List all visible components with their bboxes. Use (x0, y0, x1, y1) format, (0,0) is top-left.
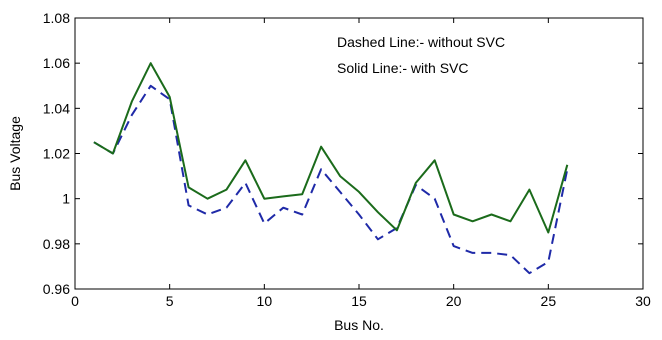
x-tick-label: 5 (166, 293, 174, 309)
plot-frame (75, 18, 643, 289)
x-tick-label: 20 (446, 293, 462, 309)
x-tick-label: 15 (351, 293, 367, 309)
x-tick-label: 25 (541, 293, 557, 309)
axes-layer (75, 18, 643, 289)
series-layer (94, 63, 567, 273)
y-tick-label: 1.04 (43, 100, 70, 116)
x-tick-label: 0 (71, 293, 79, 309)
y-tick-label: 1.08 (43, 10, 70, 26)
x-tick-label: 10 (257, 293, 273, 309)
annotation-text: Dashed Line:- without SVC (337, 34, 505, 50)
y-tick-label: 0.96 (43, 281, 70, 297)
y-tick-label: 0.98 (43, 236, 70, 252)
solid-series-line (94, 63, 567, 232)
y-tick-label: 1.02 (43, 146, 70, 162)
dashed-series-line (94, 86, 567, 273)
annotation-text: Solid Line:- with SVC (337, 60, 469, 76)
y-axis-label: Bus Voltage (7, 116, 23, 191)
y-tick-label: 1.06 (43, 55, 70, 71)
y-tick-label: 1 (62, 191, 70, 207)
x-axis-label: Bus No. (334, 317, 384, 333)
x-tick-label: 30 (635, 293, 651, 309)
text-layer: 0 5 10 15 20 25 30 0.96 0.98 1 1.02 1.04 1.06 1.08 Bus… (7, 10, 651, 333)
